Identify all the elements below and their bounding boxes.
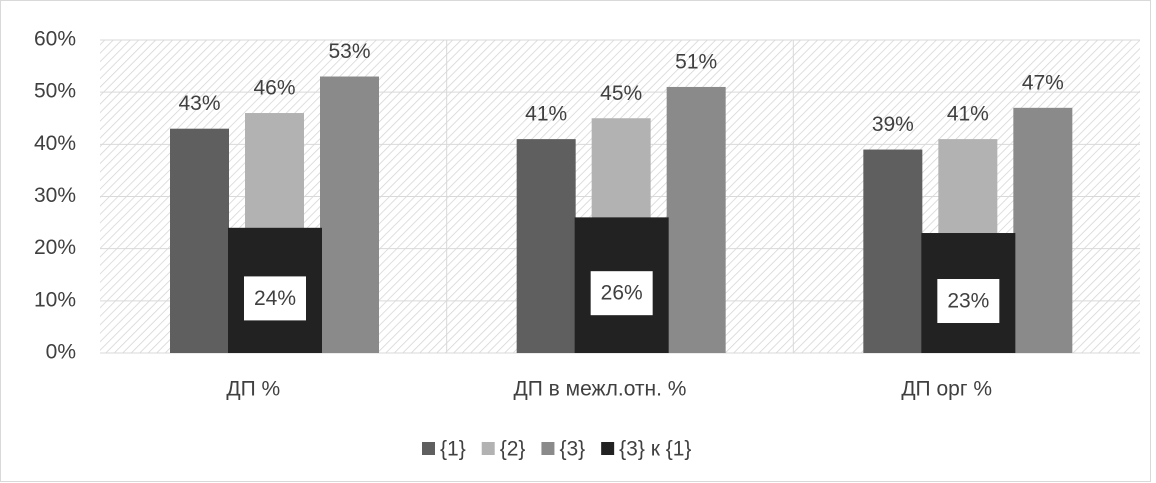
data-label-box — [590, 271, 653, 316]
legend-label: {2} — [500, 438, 526, 461]
data-label: 39% — [872, 113, 914, 136]
data-label: 41% — [947, 103, 989, 126]
y-tick-label: 10% — [34, 288, 76, 311]
data-label: 23% — [947, 290, 989, 313]
legend-swatch — [422, 442, 435, 455]
legend-label: {3} — [559, 438, 585, 461]
data-label-box — [937, 279, 1000, 324]
data-label: 46% — [253, 77, 295, 100]
bar — [170, 128, 229, 353]
bar — [320, 76, 379, 354]
y-tick-label: 30% — [34, 184, 76, 207]
data-label: 43% — [178, 92, 220, 115]
y-tick-label: 60% — [34, 28, 76, 51]
x-tick-label: ДП % — [226, 378, 280, 401]
data-label: 45% — [600, 82, 642, 105]
legend-swatch — [481, 442, 495, 455]
data-label: 51% — [675, 50, 717, 73]
data-label: 26% — [601, 282, 643, 305]
data-label: 41% — [525, 103, 567, 126]
legend-label: {1} — [440, 438, 466, 461]
y-tick-label: 50% — [34, 80, 76, 103]
data-label: 47% — [1022, 71, 1064, 94]
data-label: 53% — [328, 40, 370, 63]
legend-swatch — [601, 442, 615, 455]
bar — [863, 149, 923, 353]
data-label: 24% — [254, 287, 296, 310]
y-tick-label: 20% — [34, 236, 76, 259]
y-tick-label: 0% — [46, 341, 76, 364]
bar — [1013, 107, 1073, 353]
bar — [516, 139, 576, 353]
legend-swatch — [541, 442, 555, 455]
y-tick-label: 40% — [34, 132, 76, 155]
legend-label: {3} к {1} — [619, 438, 691, 461]
x-tick-label: ДП орг % — [901, 378, 992, 401]
bar — [666, 86, 726, 353]
x-tick-label: ДП в межл.отн. % — [514, 378, 687, 401]
data-label-box — [244, 276, 306, 321]
